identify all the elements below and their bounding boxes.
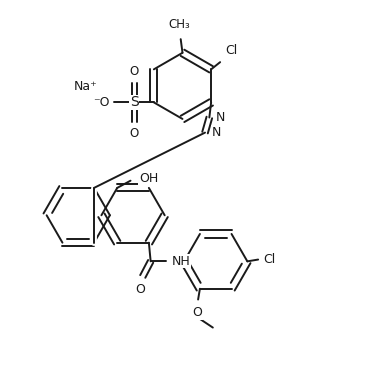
Text: O: O <box>192 306 202 319</box>
Text: S: S <box>130 95 138 109</box>
Text: Cl: Cl <box>263 253 276 266</box>
Text: Cl: Cl <box>226 45 238 57</box>
Text: N: N <box>211 126 221 139</box>
Text: NH: NH <box>172 255 190 268</box>
Text: Na⁺: Na⁺ <box>74 80 97 93</box>
Text: O: O <box>135 283 145 296</box>
Text: CH₃: CH₃ <box>169 18 191 31</box>
Text: O: O <box>130 127 139 140</box>
Text: ⁻O: ⁻O <box>93 96 110 109</box>
Text: N: N <box>216 111 225 124</box>
Text: O: O <box>130 65 139 78</box>
Text: OH: OH <box>139 172 158 185</box>
